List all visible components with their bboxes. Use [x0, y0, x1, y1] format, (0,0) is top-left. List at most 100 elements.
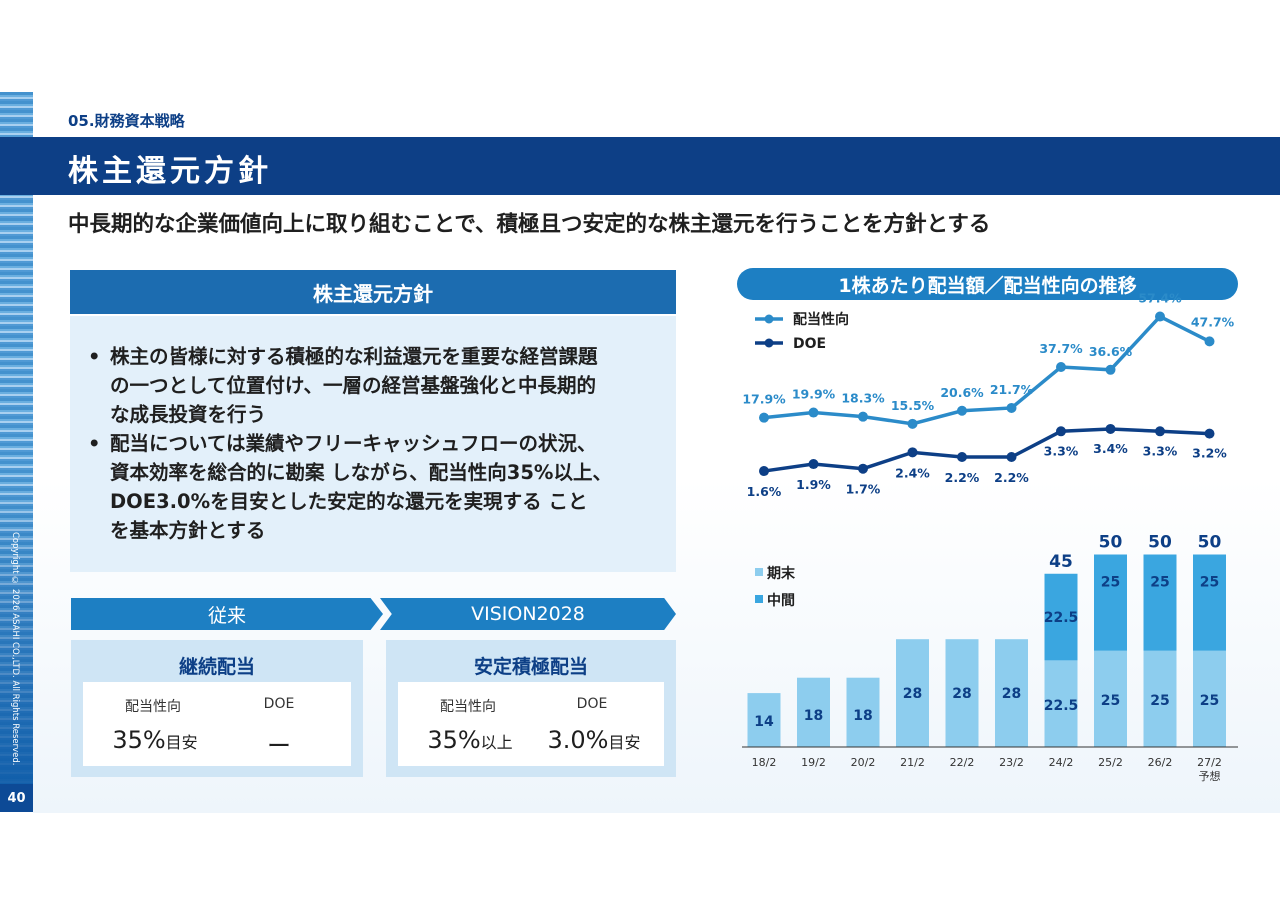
payout-label: 配当性向: [125, 699, 181, 715]
legend-ratio-marker: [764, 314, 774, 324]
bullet-dot: •: [88, 432, 101, 455]
x-axis-label: 27/2: [1197, 756, 1222, 769]
bar-interim-segment: [1044, 573, 1078, 661]
payout-value: 35%以上: [427, 726, 513, 754]
doe-data-label: 2.4%: [895, 465, 930, 480]
doe-point: [1056, 426, 1066, 437]
card-vision2028: 安定積極配当 配当性向 DOE 35%以上 3.0%目安: [386, 640, 676, 777]
doe-series-line: [763, 427, 1210, 473]
bullet-line: の一つとして位置付け、一層の経営基盤強化と中長期的: [110, 374, 596, 397]
ratio-data-label: 21.7%: [990, 382, 1034, 397]
chevron-vision2028: VISION2028: [380, 598, 676, 630]
ratio-data-label: 37.7%: [1039, 341, 1083, 356]
left-strip-fade: [0, 480, 33, 810]
bullet-dot: •: [88, 345, 101, 368]
title-bar: [0, 137, 1280, 195]
bar-final-label: 25: [1101, 693, 1120, 709]
x-axis-label: 20/2: [851, 756, 876, 769]
doe-value: 3.0%目安: [547, 726, 641, 754]
ratio-point: [1204, 336, 1215, 347]
bar-total-label: 50: [1198, 533, 1222, 553]
doe-data-label: 2.2%: [945, 470, 980, 485]
ratio-point: [907, 418, 918, 429]
doe-data-label: 2.2%: [994, 470, 1029, 485]
ratio-point: [1155, 311, 1165, 322]
doe-data-label: 1.9%: [796, 477, 831, 492]
bar-final-label: 25: [1150, 693, 1169, 709]
doe-label: DOE: [263, 696, 295, 712]
bar-final-label: 25: [1200, 693, 1219, 709]
bar-final-segment: [945, 639, 979, 747]
bar-total-label: 45: [1049, 552, 1073, 572]
ratio-point: [858, 411, 868, 422]
doe-label: DOE: [576, 696, 608, 712]
bar-final-segment: [1044, 660, 1078, 747]
x-axis-label: 23/2: [999, 756, 1024, 769]
card-inner: 配当性向 DOE 35%目安 ー: [83, 682, 351, 766]
bar-final-segment: [797, 677, 830, 747]
bullet-line: 株主の皆様に対する積極的な利益還元を重要な経営課題: [110, 345, 598, 368]
bar-final-label: 14: [754, 714, 774, 730]
doe-point: [1204, 428, 1215, 439]
page-subtitle: 中長期的な企業価値向上に取り組むことで、積極且つ安定的な株主還元を行うことを方針…: [68, 212, 991, 237]
doe-data-label: 1.7%: [846, 482, 881, 497]
bar-interim-label: 22.5: [1044, 610, 1079, 626]
policy-body: [70, 316, 676, 572]
doe-point: [1105, 423, 1116, 434]
bullet-line: を基本方針とする: [110, 519, 266, 542]
policy-header: 株主還元方針: [70, 270, 676, 314]
legend-doe-marker: [764, 338, 774, 348]
x-axis-label: 21/2: [900, 756, 925, 769]
legend-doe-label: DOE: [793, 336, 826, 352]
x-axis-label: 18/2: [752, 756, 777, 769]
ratio-point: [1105, 364, 1116, 375]
policy-bullet: • 株主の皆様に対する積極的な利益還元を重要な経営課題 の一つとして位置付け、一…: [88, 342, 598, 429]
bullet-line: 資本効率を総合的に勘案 しながら、配当性向35%以上、: [110, 461, 612, 484]
ratio-point: [808, 407, 819, 418]
bar-total-label: 50: [1099, 533, 1123, 553]
x-axis-label: 25/2: [1098, 756, 1123, 769]
bar-final-segment: [846, 677, 880, 747]
bar-final-segment: [1193, 650, 1226, 747]
doe-point: [957, 452, 967, 463]
ratio-data-label: 47.7%: [1191, 314, 1235, 329]
doe-point: [1006, 452, 1017, 463]
doe-point: [907, 447, 918, 458]
ratio-point: [1006, 402, 1017, 413]
legend-ratio-label: 配当性向: [793, 311, 849, 328]
card-inner: 配当性向 DOE 35%以上 3.0%目安: [398, 682, 664, 766]
ratio-series-line: [763, 314, 1211, 426]
doe-value: ー: [267, 732, 291, 760]
bar-final-label: 22.5: [1044, 698, 1079, 714]
bar-total-label: 50: [1148, 533, 1172, 553]
bar-interim-label: 25: [1101, 575, 1120, 591]
bar-final-label: 28: [952, 686, 971, 702]
ratio-point: [957, 405, 967, 416]
doe-data-label: 3.4%: [1093, 441, 1128, 456]
x-axis-label: 19/2: [801, 756, 826, 769]
legend-final-swatch: [755, 568, 763, 576]
bar-interim-segment: [1143, 554, 1177, 651]
bar-interim-segment: [1094, 554, 1127, 651]
legend-final-label: 期末: [767, 565, 796, 582]
bar-final-segment: [747, 693, 781, 747]
doe-data-label: 3.3%: [1044, 443, 1079, 458]
chevron-before: 従来: [71, 598, 383, 630]
doe-point: [1155, 426, 1165, 437]
bullet-line: DOE3.0%を目安とした安定的な還元を実現する こと: [110, 490, 588, 513]
doe-point: [808, 459, 819, 470]
bullet-line: 配当については業績やフリーキャッシュフローの状況、: [110, 432, 597, 455]
bar-final-label: 18: [804, 708, 823, 724]
ratio-point: [1056, 361, 1066, 372]
ratio-data-label: 20.6%: [940, 385, 984, 400]
bar-final-segment: [1143, 650, 1177, 747]
bar-final-label: 28: [1002, 686, 1021, 702]
x-axis-label: 26/2: [1148, 756, 1173, 769]
x-axis-label: 22/2: [950, 756, 975, 769]
ratio-data-label: 18.3%: [841, 391, 885, 406]
policy-bullet: • 配当については業績やフリーキャッシュフローの状況、 資本効率を総合的に勘案 …: [88, 429, 612, 545]
bar-final-segment: [896, 639, 929, 747]
card-title: 継続配当: [178, 656, 255, 678]
doe-point: [759, 466, 769, 477]
